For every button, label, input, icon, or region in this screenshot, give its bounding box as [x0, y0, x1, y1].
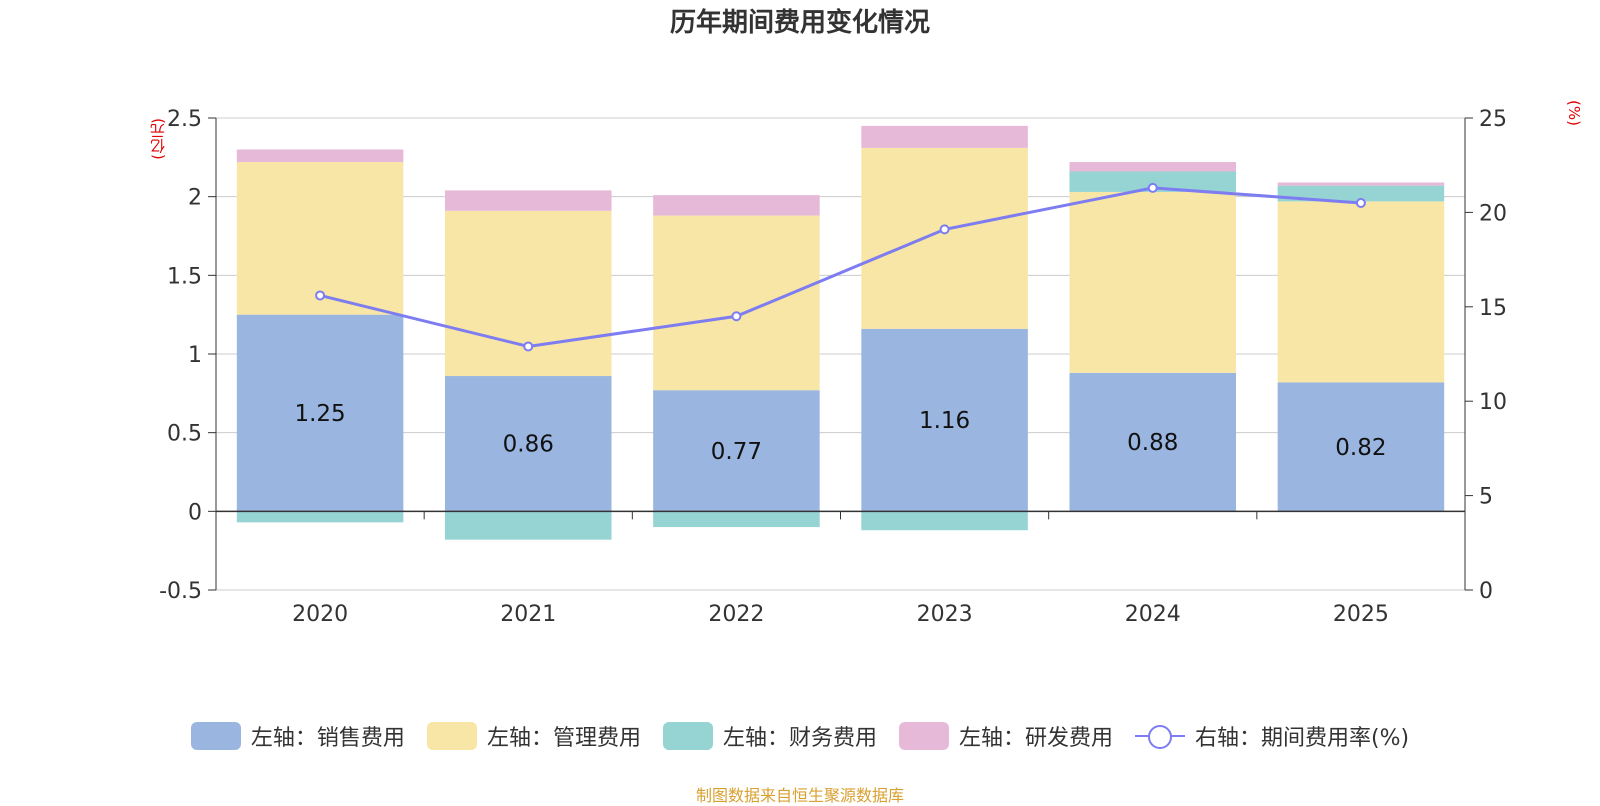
left-axis-tick-label: 2.5: [167, 107, 202, 132]
x-axis-tick-label: 2023: [917, 602, 973, 627]
left-axis-tick-label: 1: [188, 343, 202, 368]
legend-item-sales[interactable]: 左轴：销售费用: [190, 720, 405, 752]
bar-value-label: 0.82: [1335, 435, 1386, 461]
right-axis-tick-label: 15: [1479, 296, 1507, 321]
left-axis-tick-label: 0: [188, 500, 202, 525]
right-axis-tick-label: 5: [1479, 485, 1493, 510]
bar-value-label: 1.25: [294, 401, 345, 427]
chart-title: 历年期间费用变化情况: [669, 8, 930, 38]
bar-finance: [1277, 185, 1445, 202]
bar-rd: [444, 190, 612, 211]
rate-point: [1355, 197, 1366, 208]
x-axis-tick-label: 2025: [1333, 602, 1389, 627]
rate-point: [939, 224, 950, 235]
bar-finance: [236, 511, 404, 523]
data-source-note: 制图数据来自恒生聚源数据库: [695, 786, 904, 805]
legend-item-finance[interactable]: 左轴：财务费用: [662, 720, 877, 752]
legend-item-rate[interactable]: 右轴：期间费用率(%): [1134, 720, 1410, 752]
bar-rd: [1277, 182, 1445, 186]
left-axis-tick-label: 1.5: [167, 264, 202, 289]
bar-sales: [861, 328, 1028, 512]
legend-swatch-rd: [898, 722, 949, 750]
legend-item-rd[interactable]: 左轴：研发费用: [898, 720, 1113, 752]
x-axis-tick-label: 2021: [500, 602, 556, 627]
rate-line: [319, 186, 1362, 348]
bar-sales: [1069, 372, 1237, 512]
legend-item-admin[interactable]: 左轴：管理费用: [426, 720, 641, 752]
legend-label-admin: 左轴：管理费用: [486, 726, 641, 751]
bar-finance: [1069, 171, 1237, 192]
bar-rd: [861, 125, 1028, 148]
left-axis-tick-label: -0.5: [159, 579, 202, 604]
bar-value-label: 1.16: [919, 408, 970, 434]
bar-rd: [1069, 162, 1237, 172]
bar-sales: [653, 390, 820, 512]
bar-value-label: 0.77: [711, 439, 762, 465]
left-axis-tick-label: 2: [188, 186, 202, 211]
x-axis-tick-label: 2024: [1125, 602, 1181, 627]
bar-admin: [236, 162, 404, 315]
bar-rd: [653, 195, 820, 216]
bar-sales: [236, 314, 404, 512]
bar-sales: [1277, 382, 1445, 512]
legend-label-finance: 左轴：财务费用: [722, 726, 877, 751]
right-axis-tick-label: 0: [1479, 579, 1493, 604]
bar-finance: [653, 511, 820, 528]
legend-label-rd: 左轴：研发费用: [958, 726, 1113, 751]
legend-swatch-admin: [426, 722, 477, 750]
bar-finance: [444, 511, 612, 540]
legend-label-sales: 左轴：销售费用: [250, 726, 405, 751]
right-axis-tick-label: 10: [1479, 390, 1507, 415]
chart-legend: 左轴：销售费用 左轴：管理费用 左轴：财务费用 左轴：研发费用 右轴：期间费用率…: [0, 720, 1600, 752]
bar-admin: [861, 147, 1028, 329]
right-axis-unit: (%): [1565, 100, 1583, 126]
bar-value-label: 0.88: [1127, 430, 1178, 456]
right-axis-tick-label: 20: [1479, 201, 1507, 226]
legend-swatch-sales: [190, 722, 241, 750]
right-axis-tick-label: 25: [1479, 107, 1507, 132]
legend-swatch-finance: [662, 722, 713, 750]
bar-rd: [236, 149, 404, 163]
rate-point: [315, 290, 326, 301]
legend-label-rate: 右轴：期间费用率(%): [1194, 726, 1410, 751]
rate-point: [523, 341, 534, 352]
bar-finance: [861, 511, 1028, 531]
bar-admin: [1277, 201, 1445, 383]
bar-admin: [653, 215, 820, 391]
legend-line-marker-icon: [1134, 722, 1185, 750]
left-axis-tick-label: 0.5: [167, 422, 202, 447]
x-axis-tick-label: 2022: [708, 602, 764, 627]
bar-admin: [1069, 191, 1237, 373]
chart-plot-area: -0.500.511.522.505101520251.2520200.8620…: [159, 107, 1507, 627]
bar-value-label: 0.86: [503, 432, 554, 458]
rate-point: [1147, 182, 1158, 193]
bar-sales: [444, 376, 612, 512]
rate-point: [731, 311, 742, 322]
x-axis-tick-label: 2020: [292, 602, 348, 627]
